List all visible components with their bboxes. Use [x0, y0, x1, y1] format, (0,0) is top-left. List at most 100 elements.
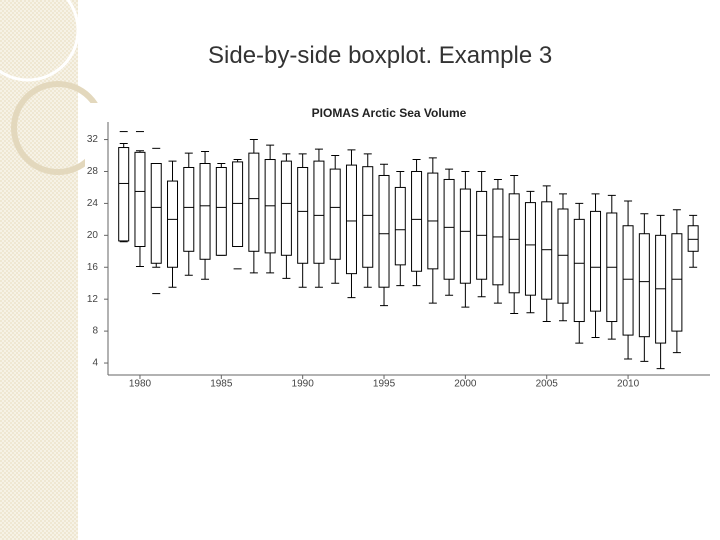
x-tick-label: 2005: [536, 379, 559, 390]
upper-whisker: [184, 152, 193, 168]
upper-whisker: [347, 149, 356, 166]
lower-whisker: [298, 263, 307, 288]
lower-whisker: [526, 295, 535, 314]
lower-whisker: [477, 279, 486, 298]
upper-whisker: [591, 193, 600, 212]
box: [199, 163, 211, 260]
upper-whisker: [575, 202, 584, 220]
x-tick-label: 1990: [292, 379, 315, 390]
lower-whisker: [380, 287, 389, 307]
box: [638, 233, 650, 338]
lower-whisker: [363, 267, 372, 288]
box: [134, 151, 146, 248]
x-tick-label: 1995: [373, 379, 396, 390]
upper-whisker: [119, 143, 128, 148]
box: [329, 168, 341, 260]
lower-whisker: [201, 259, 210, 280]
lower-whisker: [656, 343, 665, 370]
box: [557, 208, 569, 304]
upper-whisker: [461, 170, 470, 190]
lower-whisker: [428, 268, 437, 304]
upper-whisker: [542, 185, 551, 202]
box: [622, 225, 634, 336]
box: [687, 225, 699, 252]
upper-whisker: [217, 163, 226, 168]
lower-whisker: [168, 267, 177, 288]
box: [167, 180, 179, 268]
chart-title: PIOMAS Arctic Sea Volume: [312, 106, 467, 120]
lower-whisker: [266, 252, 275, 274]
y-tick-label: 16: [87, 262, 99, 273]
box: [313, 160, 325, 264]
box: [150, 163, 162, 264]
box: [443, 178, 455, 280]
box: [590, 210, 602, 312]
x-tick-label: 1980: [129, 379, 152, 390]
x-tick-label: 2000: [454, 379, 477, 390]
lower-whisker: [640, 336, 649, 362]
lower-whisker: [249, 251, 258, 274]
lower-whisker: [591, 311, 600, 338]
box: [524, 202, 536, 296]
upper-whisker: [396, 170, 405, 188]
upper-whisker: [380, 163, 389, 176]
lower-whisker: [672, 331, 681, 354]
lower-whisker: [493, 284, 502, 304]
y-tick-label: 24: [87, 198, 99, 209]
lower-whisker: [184, 251, 193, 276]
upper-whisker: [363, 153, 372, 167]
lower-whisker: [135, 246, 144, 267]
lower-whisker: [624, 335, 633, 360]
x-tick-label: 1985: [210, 379, 233, 390]
lower-whisker: [689, 251, 698, 268]
slide-title: Side-by-side boxplot. Example 3: [208, 42, 553, 69]
lower-whisker: [314, 263, 323, 288]
lower-whisker: [542, 299, 551, 323]
lower-whisker: [558, 303, 567, 322]
lower-whisker: [152, 263, 161, 268]
box: [378, 174, 390, 288]
upper-whisker: [656, 214, 665, 236]
lower-whisker: [331, 259, 340, 284]
upper-whisker: [314, 148, 323, 162]
upper-whisker: [331, 155, 340, 170]
upper-whisker: [624, 200, 633, 226]
box: [394, 186, 406, 266]
box: [183, 166, 195, 252]
y-tick-label: 28: [87, 166, 99, 177]
upper-whisker: [201, 151, 210, 164]
y-tick-label: 20: [87, 230, 99, 241]
lower-whisker: [445, 279, 454, 296]
y-tick-label: 4: [92, 358, 98, 369]
upper-whisker: [510, 174, 519, 194]
box: [118, 147, 130, 242]
upper-whisker: [412, 159, 421, 172]
upper-whisker: [526, 190, 535, 203]
upper-whisker: [640, 213, 649, 234]
box: [248, 152, 260, 252]
x-tick-label: 2010: [617, 379, 640, 390]
lower-whisker: [575, 321, 584, 344]
box: [297, 166, 309, 264]
upper-whisker: [249, 139, 258, 154]
upper-whisker: [168, 160, 177, 182]
upper-whisker: [607, 194, 616, 213]
upper-whisker: [445, 168, 454, 180]
upper-whisker: [282, 153, 291, 162]
lower-whisker: [607, 321, 616, 340]
upper-whisker: [477, 170, 486, 192]
box: [459, 188, 471, 284]
box: [362, 166, 374, 268]
box: [215, 166, 227, 256]
box: [232, 161, 244, 248]
lower-whisker: [282, 255, 291, 279]
y-tick-label: 32: [87, 134, 99, 145]
upper-whisker: [689, 214, 698, 226]
box: [541, 201, 553, 300]
y-tick-label: 12: [87, 294, 99, 305]
decor-circle: [0, 0, 80, 82]
upper-whisker: [266, 144, 275, 160]
box: [573, 218, 585, 323]
